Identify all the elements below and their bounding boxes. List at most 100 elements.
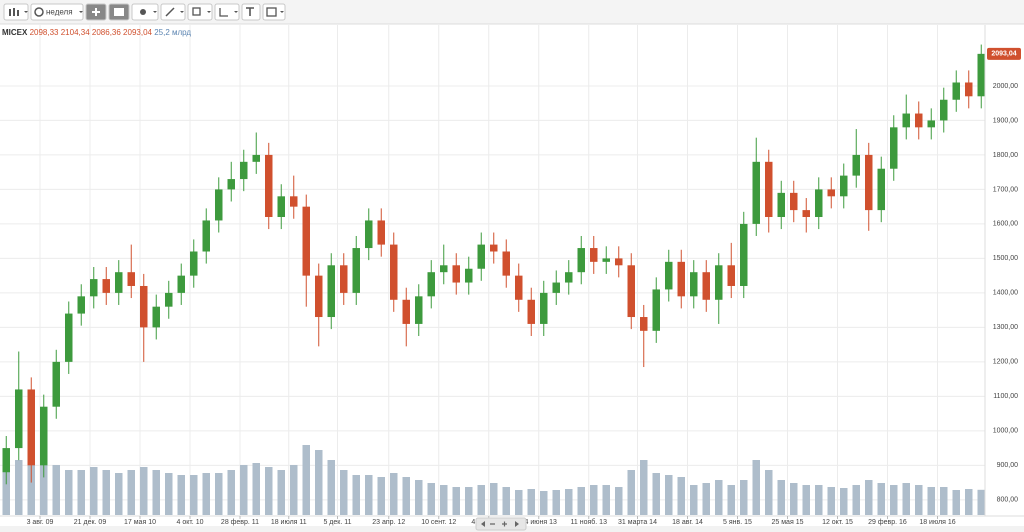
- volume-bar: [790, 483, 798, 515]
- volume-bar: [52, 465, 60, 515]
- candle-body: [265, 154, 273, 218]
- volume-bar: [277, 470, 285, 515]
- candle-body: [90, 279, 98, 297]
- volume-bar: [615, 487, 623, 515]
- volume-bar: [227, 470, 235, 515]
- text-tool-button[interactable]: [241, 3, 261, 21]
- candle-body: [827, 189, 835, 197]
- candle-body: [77, 296, 85, 314]
- volume-bar: [902, 483, 910, 515]
- candle-body: [802, 210, 810, 218]
- last-price-label: 2093,04: [991, 51, 1016, 58]
- candle-body: [790, 192, 798, 211]
- volume-bar: [140, 467, 148, 515]
- candle-body: [890, 127, 898, 169]
- volume-bar: [502, 487, 510, 515]
- candle-body: [65, 313, 73, 362]
- volume-bar: [290, 465, 298, 515]
- candle-body: [340, 265, 348, 293]
- volume-bar: [752, 460, 760, 515]
- volume-bar: [852, 485, 860, 515]
- period-button[interactable]: [30, 3, 84, 21]
- candle-body: [602, 258, 610, 262]
- quote-low: 2086,36: [92, 28, 121, 37]
- volume-bar: [540, 491, 548, 515]
- volume-bar: [877, 483, 885, 515]
- candle-body: [302, 206, 310, 276]
- volume-bar: [390, 473, 398, 515]
- volume-bar: [252, 463, 260, 515]
- x-tick-label: 10 сент. 12: [421, 519, 456, 526]
- volume-bar: [640, 460, 648, 515]
- axes: 800,00 900,00 1000,00 1100,00 1200,00 1300,00…: [27, 47, 1021, 526]
- y-tick-label: 1500,00: [993, 255, 1018, 262]
- volume-bar: [940, 487, 948, 515]
- candle-body: [815, 189, 823, 218]
- candle-body: [115, 272, 123, 293]
- candle-body: [377, 220, 385, 245]
- volume-bar: [965, 489, 973, 515]
- volume-bar: [177, 475, 185, 515]
- volume-bar: [652, 473, 660, 515]
- volume-bar: [40, 460, 48, 515]
- volume-bar: [302, 445, 310, 515]
- volume-bar: [352, 475, 360, 515]
- y-tick-label: 2000,00: [993, 83, 1018, 90]
- volume-bar: [552, 490, 560, 515]
- candle-body: [502, 251, 510, 276]
- volume-bar: [152, 470, 160, 515]
- y-tick-label: 1000,00: [993, 428, 1018, 435]
- candle-body: [352, 248, 360, 293]
- y-tick-label: 1100,00: [993, 393, 1018, 400]
- candle-body: [902, 113, 910, 128]
- symbol: MICEX: [2, 28, 28, 37]
- candle-body: [927, 120, 935, 128]
- candle-body: [877, 168, 885, 211]
- chart-type-button[interactable]: [3, 3, 29, 21]
- period-label: неделя: [46, 8, 73, 17]
- volume-bar: [515, 490, 523, 515]
- volume-bar: [377, 477, 385, 515]
- volume-bar: [927, 487, 935, 515]
- x-tick-label: 24 июня 13: [521, 519, 557, 526]
- volume-bars: [2, 445, 985, 515]
- candles: [2, 44, 985, 485]
- volume-bar: [440, 485, 448, 515]
- candle-body: [777, 192, 785, 218]
- volume-bar: [952, 490, 960, 515]
- candle-body: [652, 289, 660, 331]
- x-tick-label: 25 мая 15: [772, 519, 804, 526]
- candle-body: [40, 406, 48, 466]
- candle-body: [940, 99, 948, 121]
- scroll-controls: [0, 517, 1024, 532]
- volume-bar: [777, 480, 785, 515]
- volume-bar: [765, 470, 773, 515]
- volume-bar: [727, 485, 735, 515]
- volume-bar: [427, 483, 435, 515]
- candle-body: [715, 265, 723, 300]
- candle-body: [840, 175, 848, 197]
- candle-body: [915, 113, 923, 128]
- volume-bar: [527, 489, 535, 515]
- x-tick-label: 12 окт. 15: [822, 519, 853, 526]
- candle-body: [740, 223, 748, 286]
- x-tick-label: 23 апр. 12: [372, 519, 405, 526]
- candle-body: [540, 292, 548, 324]
- x-tick-label: 18 июля 16: [919, 519, 955, 526]
- volume-bar: [740, 480, 748, 515]
- candle-body: [202, 220, 210, 252]
- candle-body: [977, 53, 985, 97]
- candle-body: [227, 179, 235, 190]
- y-tick-label: 1600,00: [993, 221, 1018, 228]
- candle-body: [565, 272, 573, 283]
- candle-body: [665, 261, 673, 290]
- candle-body: [727, 265, 735, 286]
- volume-bar: [477, 485, 485, 515]
- x-tick-label: 28 февр. 11: [221, 519, 259, 526]
- x-tick-label: 3 авг. 09: [27, 519, 54, 526]
- quote-volume: 25,2 млрд: [154, 28, 191, 37]
- x-tick-label: 17 мая 10: [124, 519, 156, 526]
- candle-body: [865, 154, 873, 211]
- candle-body: [15, 389, 23, 449]
- y-tick-label: 1900,00: [993, 117, 1018, 124]
